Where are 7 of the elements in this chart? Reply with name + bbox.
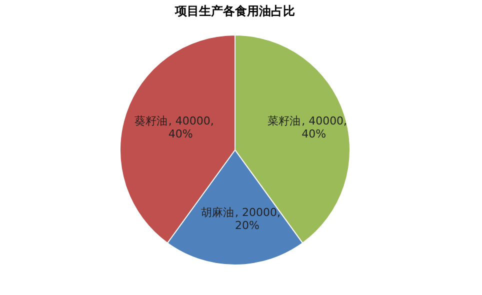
slice-label: 菜籽油: [268, 114, 301, 128]
chart-title: 项目生产各食用油占比: [174, 4, 295, 18]
data-label: , 40000, 40%: [302, 114, 348, 140]
data-label: , 40000, 40%: [168, 114, 214, 140]
data-label: , 20000, 20%: [235, 206, 280, 232]
slice-label: 胡麻油: [201, 206, 234, 219]
slice-label: 葵籽油: [134, 114, 168, 128]
